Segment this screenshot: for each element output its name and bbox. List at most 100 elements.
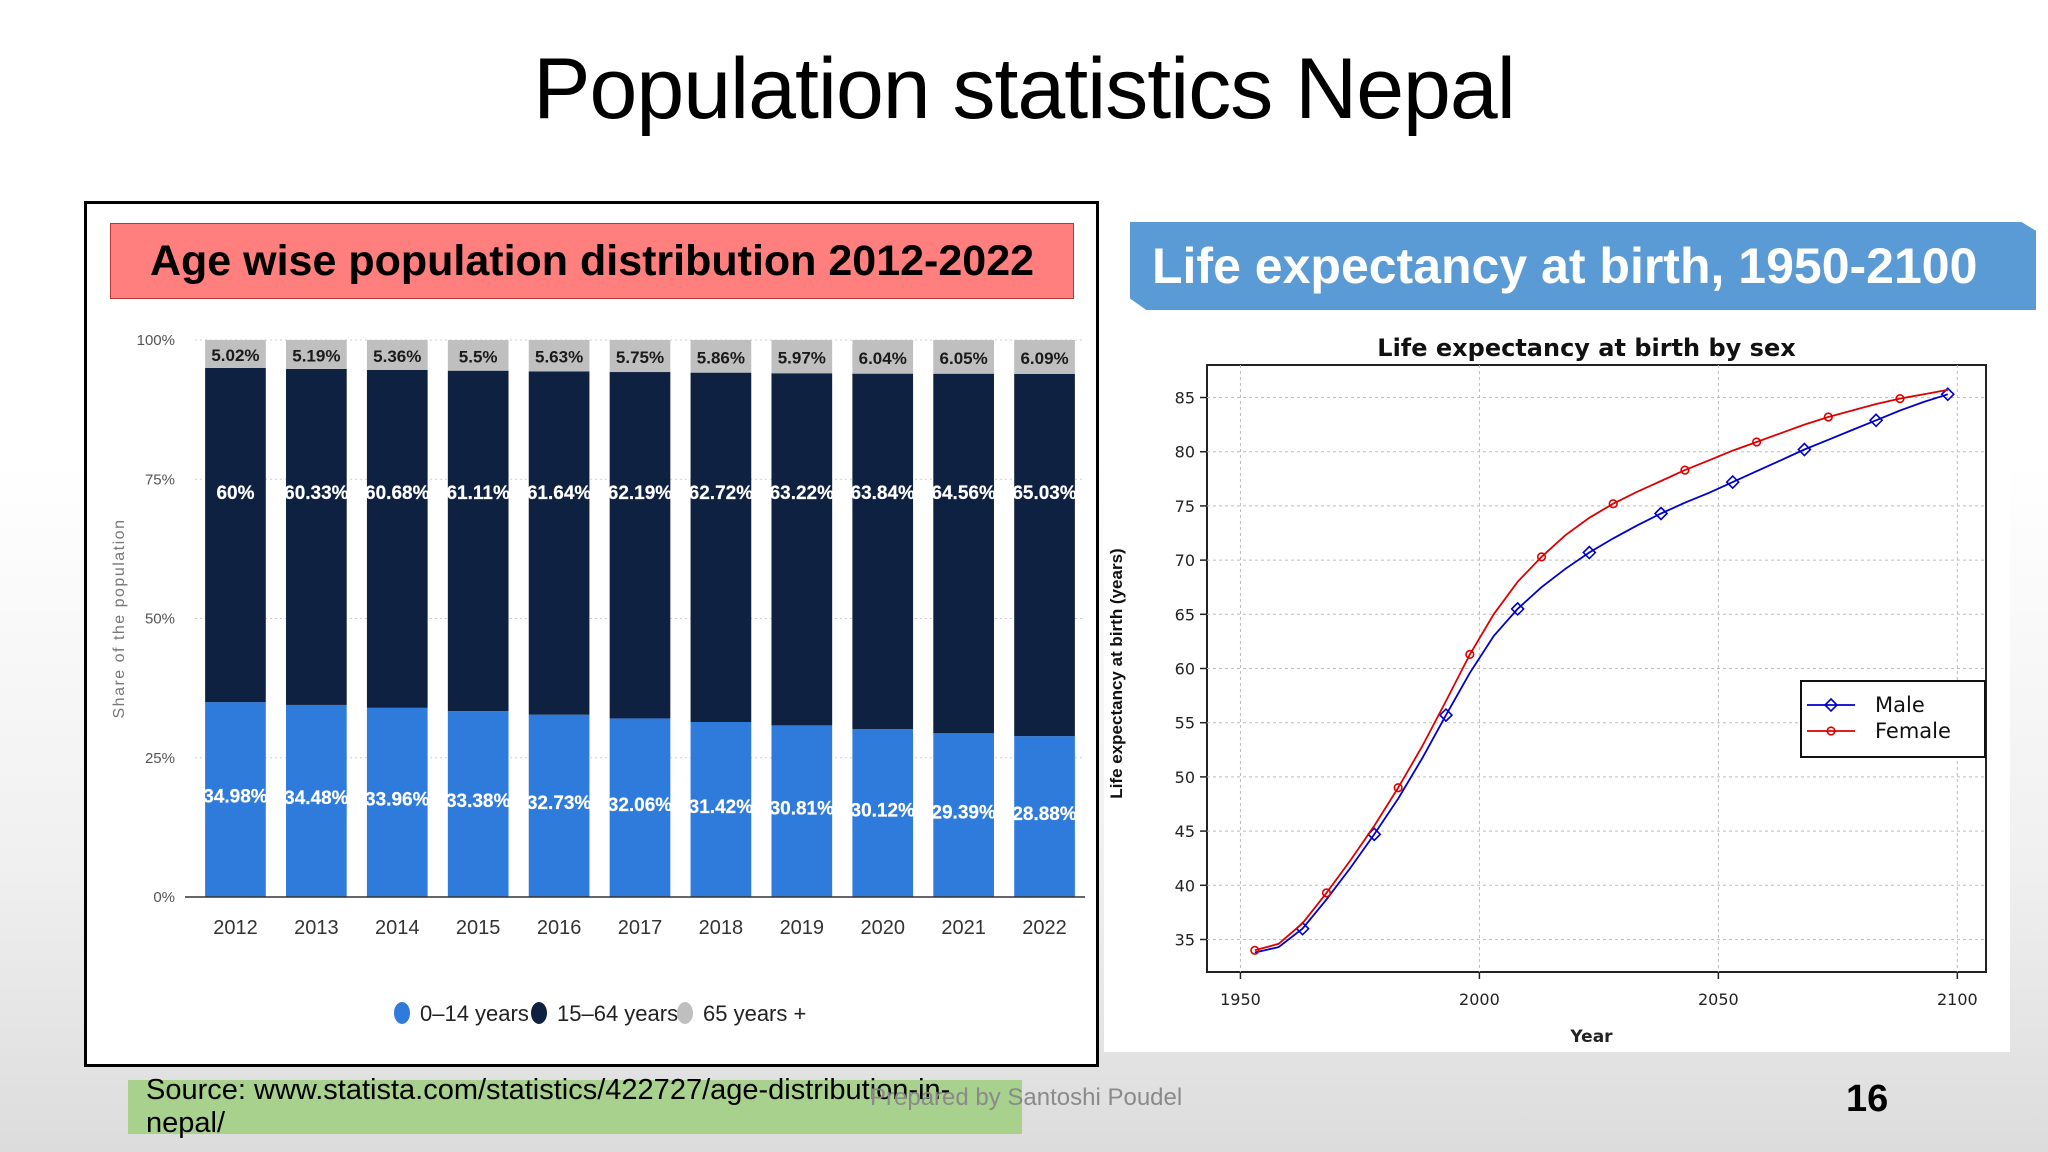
- data-point-female: [1823, 412, 1833, 422]
- bar-segment-age-15-64: [1014, 373, 1075, 737]
- source-note[interactable]: Source: www.statista.com/statistics/4227…: [128, 1074, 1022, 1139]
- bar-segment-age-65-plus: [933, 340, 994, 374]
- data-label: 5.63%: [535, 348, 583, 367]
- bar-segment-age-65-plus: [690, 340, 752, 373]
- bar-segment-age-0-14: [286, 704, 347, 897]
- y-tick-label: 65: [1175, 605, 1195, 624]
- data-point-male: [1940, 387, 1955, 402]
- slide-title: Population statistics Nepal: [533, 41, 1516, 137]
- y-tick-label: 60: [1175, 660, 1195, 679]
- x-tick-label: 2019: [780, 917, 825, 939]
- data-label: 29.39%: [931, 803, 996, 824]
- data-label: 5.97%: [778, 349, 826, 368]
- data-label: 32.06%: [608, 795, 673, 816]
- bar-segment-age-0-14: [1014, 736, 1075, 897]
- data-label: 6.05%: [940, 349, 988, 368]
- x-tick-label: 2020: [860, 917, 905, 939]
- y-tick-label: 50%: [145, 611, 175, 628]
- line-legend-box: [1800, 680, 1986, 758]
- data-point-female: [1895, 394, 1905, 404]
- bar-segment-age-65-plus: [528, 340, 590, 372]
- bar-segment-age-0-14: [609, 718, 671, 897]
- bar-segment-age-0-14: [933, 733, 994, 897]
- legend-label: 65 years +: [703, 1001, 806, 1026]
- data-label: 63.22%: [770, 483, 835, 504]
- data-label: 30.81%: [770, 799, 835, 820]
- bar-segment-age-15-64: [286, 368, 347, 705]
- legend-label: 15–64 years: [557, 1001, 678, 1026]
- data-label: 61.64%: [527, 483, 592, 504]
- bar-segment-age-0-14: [205, 702, 266, 897]
- bar-segment-age-0-14: [690, 721, 752, 897]
- bar-segment-age-0-14: [528, 714, 590, 897]
- data-point-male: [1510, 601, 1525, 617]
- data-label: 62.19%: [608, 483, 673, 504]
- y-tick-label: 45: [1175, 822, 1195, 841]
- data-label: 6.04%: [859, 349, 907, 368]
- legend-marker: [394, 1002, 410, 1024]
- bar-segment-age-15-64: [528, 371, 590, 715]
- x-tick-label: 2018: [699, 917, 744, 939]
- y-tick-label: 100%: [137, 332, 175, 349]
- data-label: 6.09%: [1020, 349, 1068, 368]
- bar-segment-age-15-64: [690, 372, 752, 722]
- x-axis-label: Year: [1569, 1027, 1613, 1047]
- bar-segment-age-65-plus: [205, 340, 266, 368]
- y-tick-label: 35: [1175, 930, 1195, 949]
- data-label: 5.02%: [211, 346, 259, 365]
- data-label: 33.38%: [446, 791, 511, 812]
- y-tick-label: 55: [1175, 714, 1195, 733]
- life-expectancy-chart: Life expectancy at birth by sex 35 40 45 50 5…: [1107, 334, 1987, 1047]
- y-axis-label: Life expectancy at birth (years): [1107, 548, 1126, 798]
- data-point-female: [1250, 945, 1260, 955]
- bar-segment-age-15-64: [933, 373, 994, 734]
- data-label: 5.75%: [616, 348, 664, 367]
- data-label: 64.56%: [931, 483, 996, 504]
- series-line-male: [1254, 393, 1949, 954]
- data-label: 61.11%: [446, 483, 509, 504]
- data-point-female: [1608, 499, 1618, 509]
- legend-marker: [1823, 697, 1839, 713]
- page-number: 16: [1846, 1078, 1889, 1120]
- y-tick-label: 40: [1175, 876, 1195, 895]
- bar-segment-age-15-64: [609, 372, 671, 719]
- y-tick-label: 25%: [145, 750, 175, 767]
- data-label: 65.03%: [1012, 483, 1077, 504]
- prepared-by-footer: Prepared by Santoshi Poudel: [870, 1084, 1183, 1111]
- data-point-male: [1725, 474, 1740, 490]
- bar-segment-age-65-plus: [447, 340, 509, 371]
- x-tick-label: 2017: [618, 917, 663, 939]
- legend-marker: [677, 1002, 693, 1024]
- line-chart-title: Life expectancy at birth by sex: [1377, 334, 1796, 362]
- data-label: 5.36%: [373, 347, 421, 366]
- data-point-female: [1536, 552, 1547, 562]
- data-label: 60.68%: [365, 483, 430, 504]
- bar-segment-age-0-14: [447, 711, 509, 897]
- data-point-male: [1582, 545, 1597, 560]
- legend-label: Female: [1875, 719, 1951, 743]
- data-point-female: [1465, 649, 1475, 660]
- data-label: 30.12%: [851, 801, 916, 822]
- y-tick-label: 75: [1175, 497, 1195, 516]
- bar-segment-age-65-plus: [852, 340, 914, 374]
- data-label: 5.5%: [459, 347, 498, 366]
- bar-segment-age-65-plus: [1014, 340, 1075, 374]
- bar-segment-age-65-plus: [286, 340, 347, 369]
- data-label: 60%: [216, 483, 254, 504]
- bar-segment-age-0-14: [852, 729, 914, 897]
- data-point-male: [1797, 442, 1812, 457]
- x-tick-label: 2016: [537, 917, 582, 939]
- data-label: 60.33%: [284, 483, 349, 504]
- data-point-female: [1393, 783, 1403, 793]
- legend-marker: [1826, 726, 1836, 736]
- x-tick-label: 1950: [1220, 990, 1261, 1009]
- legend-label: Male: [1875, 693, 1925, 717]
- data-label: 34.48%: [284, 788, 349, 809]
- age-distribution-chart: 0% 25% 50% 75% 100% Share of the population 34…: [111, 332, 1085, 1026]
- data-label: 33.96%: [365, 790, 430, 811]
- data-point-male: [1438, 707, 1454, 723]
- y-tick-label: 75%: [145, 471, 175, 488]
- x-tick-label: 2022: [1022, 917, 1066, 939]
- data-point-male: [1868, 413, 1884, 428]
- legend-marker: [531, 1002, 547, 1024]
